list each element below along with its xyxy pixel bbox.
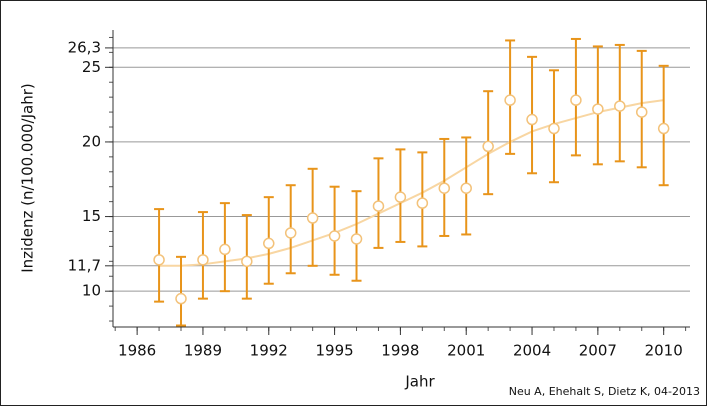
data-point	[350, 233, 363, 245]
data-point	[526, 113, 538, 126]
data-point	[482, 140, 494, 153]
x-tick-label: 1992	[250, 342, 288, 360]
data-point	[284, 227, 297, 239]
x-tick-label: 1986	[118, 342, 156, 360]
x-tick-label: 1989	[184, 342, 222, 360]
x-tick-label: 2001	[447, 342, 485, 360]
y-tick-label: 11,7	[68, 256, 101, 274]
data-point	[570, 94, 582, 106]
y-tick-label: 20	[82, 132, 101, 150]
data-point	[592, 103, 604, 115]
data-point	[328, 230, 341, 242]
data-point	[153, 254, 165, 266]
data-point	[416, 197, 429, 209]
y-tick-label: 15	[82, 207, 101, 225]
data-point	[657, 122, 670, 135]
data-point	[175, 292, 187, 305]
x-tick-label: 2004	[513, 342, 551, 360]
y-tick-label: 26,3	[68, 38, 101, 56]
x-tick-label: 1995	[315, 342, 353, 360]
x-tick-label: 2010	[645, 342, 683, 360]
data-point	[548, 122, 560, 135]
data-point	[504, 94, 516, 106]
data-point	[219, 243, 231, 256]
data-point	[635, 106, 648, 118]
y-tick-label: 25	[82, 58, 101, 76]
data-point	[241, 255, 253, 268]
x-axis-label: Jahr	[404, 373, 435, 391]
x-tick-label: 2007	[579, 342, 617, 360]
data-point	[263, 237, 275, 250]
data-point	[394, 191, 407, 203]
data-point	[372, 200, 385, 212]
credit: Neu A, Ehehalt S, Dietz K, 04-2013	[509, 385, 700, 398]
data-point	[306, 212, 319, 224]
x-tick-label: 1998	[381, 342, 419, 360]
data-point	[438, 182, 451, 194]
y-tick-label: 10	[82, 282, 101, 300]
data-point	[197, 254, 209, 266]
data-point	[614, 100, 626, 112]
data-point	[460, 182, 472, 194]
y-axis-label: Inzidenz (n/100.000/Jahr)	[19, 83, 37, 273]
